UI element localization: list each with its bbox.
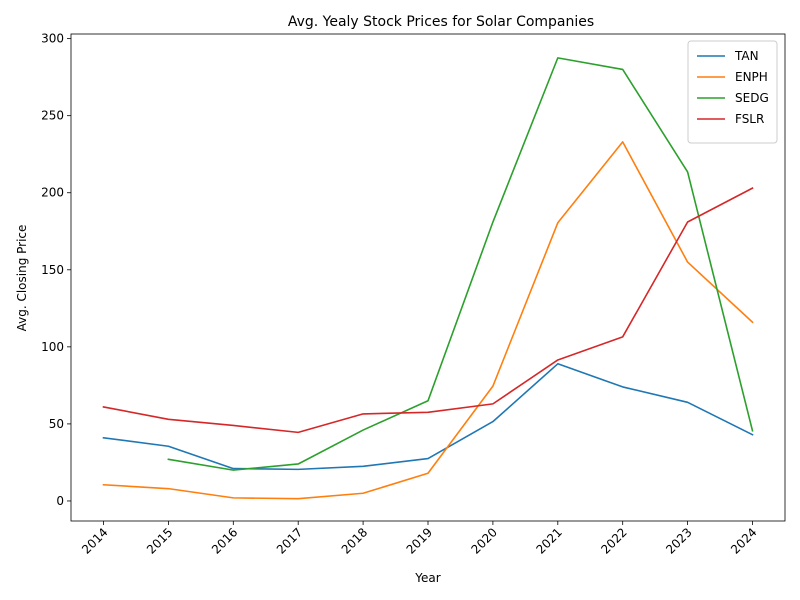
series-line-fslr xyxy=(102,187,754,434)
y-axis-title: Avg. Closing Price xyxy=(15,225,29,332)
x-tick-label: 2015 xyxy=(144,525,175,556)
x-tick-label: 2020 xyxy=(469,525,500,556)
y-tick-label: 0 xyxy=(56,494,64,508)
x-axis: 2014 2015 2016 2017 2018 2019 2020 2021 2022 2023… xyxy=(79,521,760,557)
legend-label-tan: TAN xyxy=(734,49,759,63)
x-tick-label: 2014 xyxy=(79,525,110,556)
y-axis: 0 50 100 150 200 250 300 xyxy=(41,32,71,508)
y-tick-label: 300 xyxy=(41,32,64,46)
series-line-sedg xyxy=(167,57,754,471)
x-tick-label: 2022 xyxy=(598,525,629,556)
legend: TAN ENPH SEDG FSLR xyxy=(687,40,778,144)
x-tick-label: 2021 xyxy=(533,525,564,556)
series-line-enph xyxy=(102,141,754,500)
x-tick-label: 2016 xyxy=(209,525,240,556)
plot-area xyxy=(70,33,786,522)
y-tick-label: 150 xyxy=(41,263,64,277)
y-tick-label: 250 xyxy=(41,109,64,123)
y-tick-label: 50 xyxy=(49,417,64,431)
x-axis-title: Year xyxy=(414,571,440,585)
series-line-tan xyxy=(102,363,754,471)
legend-box xyxy=(687,40,778,144)
y-tick-label: 200 xyxy=(41,186,64,200)
legend-label-sedg: SEDG xyxy=(735,91,769,105)
chart-title: Avg. Yealy Stock Prices for Solar Compan… xyxy=(288,14,594,30)
x-tick-label: 2019 xyxy=(404,525,435,556)
x-tick-label: 2018 xyxy=(339,525,370,556)
legend-label-fslr: FSLR xyxy=(735,112,764,126)
legend-label-enph: ENPH xyxy=(735,70,768,84)
y-tick-label: 100 xyxy=(41,340,64,354)
x-tick-label: 2024 xyxy=(728,525,759,556)
plot-frame xyxy=(70,33,786,522)
x-tick-label: 2017 xyxy=(274,525,305,556)
x-tick-label: 2023 xyxy=(663,525,694,556)
